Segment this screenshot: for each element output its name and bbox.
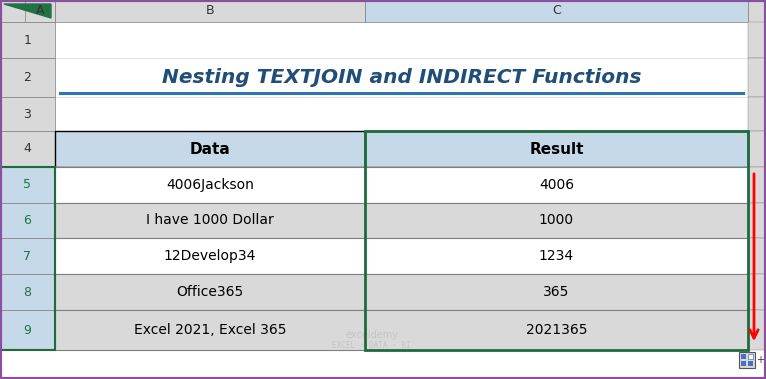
Bar	[55, 274, 365, 310]
Bar	[748, 203, 766, 238]
Bar	[365, 167, 748, 203]
Text: EXCEL · DATA · BI: EXCEL · DATA · BI	[332, 340, 411, 349]
Text: A: A	[36, 5, 44, 17]
Bar	[0, 22, 55, 58]
Text: Excel 2021, Excel 365: Excel 2021, Excel 365	[134, 323, 286, 337]
Bar	[55, 310, 365, 350]
Bar	[0, 203, 55, 238]
Bar	[0, 167, 55, 203]
Bar	[0, 238, 55, 274]
Bar	[55, 97, 748, 131]
Bar	[748, 274, 766, 310]
Bar	[748, 310, 766, 350]
Bar	[0, 310, 55, 350]
Bar	[739, 352, 755, 368]
Bar	[0, 131, 55, 167]
Text: C: C	[552, 5, 561, 17]
Bar	[365, 274, 748, 310]
Bar	[365, 131, 748, 167]
Text: 1: 1	[24, 33, 31, 47]
Bar	[365, 203, 748, 238]
Bar	[365, 131, 748, 350]
Bar	[55, 203, 748, 238]
Bar	[55, 274, 748, 310]
Text: I have 1000 Dollar: I have 1000 Dollar	[146, 213, 274, 227]
Bar	[748, 58, 766, 97]
Bar	[748, 354, 753, 359]
Bar	[365, 310, 748, 350]
Bar	[748, 131, 766, 167]
Text: 5: 5	[24, 179, 31, 191]
Text: 1000: 1000	[539, 213, 574, 227]
Bar	[748, 97, 766, 131]
Text: 8: 8	[24, 285, 31, 299]
Bar	[55, 131, 365, 167]
Bar	[55, 131, 748, 167]
Bar	[0, 274, 55, 310]
Text: B: B	[206, 5, 214, 17]
Bar	[55, 167, 748, 203]
Text: 4: 4	[24, 143, 31, 155]
Bar	[55, 167, 365, 203]
Bar	[0, 167, 55, 350]
Polygon shape	[4, 4, 51, 18]
Text: 2021365: 2021365	[525, 323, 588, 337]
Bar	[55, 203, 365, 238]
Text: Nesting TEXTJOIN and INDIRECT Functions: Nesting TEXTJOIN and INDIRECT Functions	[162, 68, 641, 87]
Bar	[741, 354, 746, 359]
Bar	[365, 238, 748, 274]
Bar	[55, 238, 748, 274]
Text: Result: Result	[529, 141, 584, 157]
Text: Office365: Office365	[176, 285, 244, 299]
Text: 9: 9	[24, 324, 31, 337]
Text: 4006: 4006	[539, 178, 574, 192]
Text: +: +	[756, 355, 764, 365]
Bar	[748, 0, 766, 22]
Bar	[748, 238, 766, 274]
Bar	[748, 361, 753, 366]
Bar	[55, 238, 365, 274]
Bar	[25, 0, 55, 22]
Bar	[365, 0, 748, 22]
Text: 6: 6	[24, 214, 31, 227]
Text: 4006Jackson: 4006Jackson	[166, 178, 254, 192]
Bar	[55, 310, 748, 350]
Bar	[748, 167, 766, 203]
Text: 1234: 1234	[539, 249, 574, 263]
Bar	[55, 58, 748, 97]
Bar	[0, 0, 55, 22]
Bar	[748, 22, 766, 58]
Text: exceldemy: exceldemy	[345, 330, 398, 340]
Bar	[0, 58, 55, 97]
Bar	[741, 361, 746, 366]
Text: 365: 365	[543, 285, 570, 299]
Bar	[55, 0, 365, 22]
Text: Data: Data	[190, 141, 231, 157]
Bar	[55, 22, 748, 58]
Text: 3: 3	[24, 108, 31, 121]
Text: 12Develop34: 12Develop34	[164, 249, 256, 263]
Text: 7: 7	[24, 249, 31, 263]
Text: 2: 2	[24, 71, 31, 84]
Bar	[0, 97, 55, 131]
